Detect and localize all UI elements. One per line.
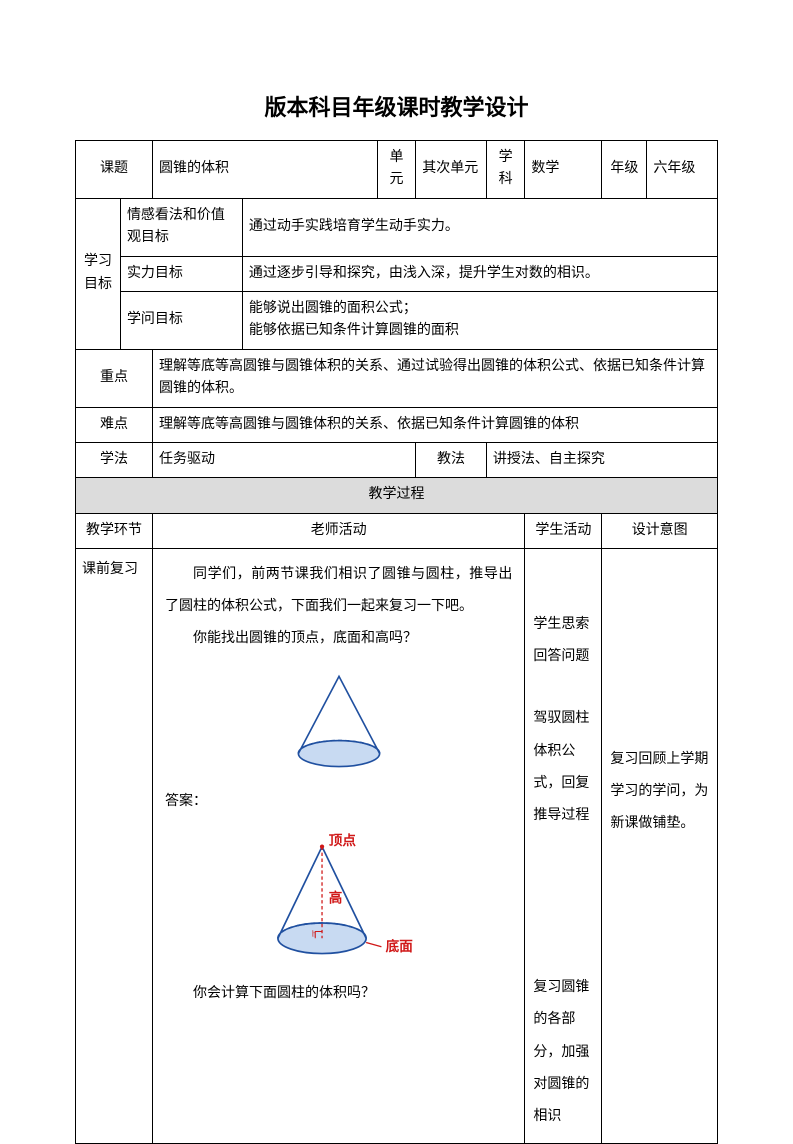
student-s3: 复习圆锥的各部分，加强对圆锥的相识 [533,972,593,1133]
value-topic: 圆锥的体积 [153,141,378,199]
text-keypoint: 理解等底等高圆锥与圆锥体积的关系、通过试验得出圆锥的体积公式、依据已知条件计算圆… [153,349,718,407]
answer-label: 答案： [165,786,512,818]
process-header: 教学过程 [76,478,718,513]
row-learning-2: 实力目标 通过逐步引导和探究，由浅入深，提升学生对数的相识。 [76,256,718,291]
teacher-activity: 同学们，前两节课我们相识了圆锥与圆柱，推导出了圆柱的体积公式，下面我们一起来复习… [153,549,525,1144]
col-stage: 教学环节 [76,513,153,548]
label-method2: 教法 [416,442,487,477]
row-topic: 课题 圆锥的体积 单元 其次单元 学科 数学 年级 六年级 [76,141,718,199]
teacher-p1: 同学们，前两节课我们相识了圆锥与圆柱，推导出了圆柱的体积公式，下面我们一起来复习… [165,559,512,623]
value-unit: 其次单元 [416,141,487,199]
label-emotion: 情感看法和价值观目标 [120,198,242,256]
col-student: 学生活动 [525,513,602,548]
student-s2: 驾驭圆柱体积公式，回复推导过程 [533,703,593,832]
height-label: 高 [329,889,343,905]
label-subject: 学科 [486,141,525,199]
cone-figure-labeled: h 顶点 高 底面 [244,828,434,968]
label-difficulty: 难点 [76,407,153,442]
value-grade: 六年级 [647,141,718,199]
text-method1: 任务驱动 [153,442,416,477]
text-difficulty: 理解等底等高圆锥与圆锥体积的关系、依据已知条件计算圆锥的体积 [153,407,718,442]
page-title: 版本科目年级课时教学设计 [75,90,718,122]
label-learning: 学习目标 [76,198,121,349]
value-subject: 数学 [525,141,602,199]
teacher-p2: 你能找出圆锥的顶点，底面和高吗？ [165,623,512,655]
label-topic: 课题 [76,141,153,199]
col-teacher: 老师活动 [153,513,525,548]
label-keypoint: 重点 [76,349,153,407]
row-difficulty: 难点 理解等底等高圆锥与圆锥体积的关系、依据已知条件计算圆锥的体积 [76,407,718,442]
apex-label: 顶点 [329,832,357,848]
stage-name: 课前复习 [76,549,153,1144]
label-grade: 年级 [602,141,647,199]
label-unit: 单元 [377,141,416,199]
label-ability: 实力目标 [120,256,242,291]
student-activity: 学生思索回答问题 驾驭圆柱体积公式，回复推导过程 复习圆锥的各部分，加强对圆锥的… [525,549,602,1144]
row-keypoint: 重点 理解等底等高圆锥与圆锥体积的关系、通过试验得出圆锥的体积公式、依据已知条件… [76,349,718,407]
row-learning-3: 学问目标 能够说出圆锥的面积公式； 能够依据已知条件计算圆锥的面积 [76,291,718,349]
lesson-plan-table: 课题 圆锥的体积 单元 其次单元 学科 数学 年级 六年级 学习目标 情感看法和… [75,140,718,1144]
text-method2: 讲授法、自主探究 [486,442,717,477]
row-stage-1: 课前复习 同学们，前两节课我们相识了圆锥与圆柱，推导出了圆柱的体积公式，下面我们… [76,549,718,1144]
teacher-p3: 你会计算下面圆柱的体积吗？ [165,978,512,1010]
text-knowledge: 能够说出圆锥的面积公式； 能够依据已知条件计算圆锥的面积 [242,291,717,349]
label-method1: 学法 [76,442,153,477]
row-method: 学法 任务驱动 教法 讲授法、自主探究 [76,442,718,477]
design-d1: 复习回顾上学期学习的学问，为新课做铺垫。 [610,744,709,841]
col-design: 设计意图 [602,513,718,548]
row-column-headers: 教学环节 老师活动 学生活动 设计意图 [76,513,718,548]
row-learning-1: 学习目标 情感看法和价值观目标 通过动手实践培育学生动手实力。 [76,198,718,256]
design-intent: 复习回顾上学期学习的学问，为新课做铺垫。 [602,549,718,1144]
text-ability: 通过逐步引导和探究，由浅入深，提升学生对数的相识。 [242,256,717,291]
text-emotion: 通过动手实践培育学生动手实力。 [242,198,717,256]
cone-figure-plain [274,666,404,776]
base-label: 底面 [385,938,413,954]
row-process-header: 教学过程 [76,478,718,513]
label-knowledge: 学问目标 [120,291,242,349]
student-s1: 学生思索回答问题 [533,609,593,673]
